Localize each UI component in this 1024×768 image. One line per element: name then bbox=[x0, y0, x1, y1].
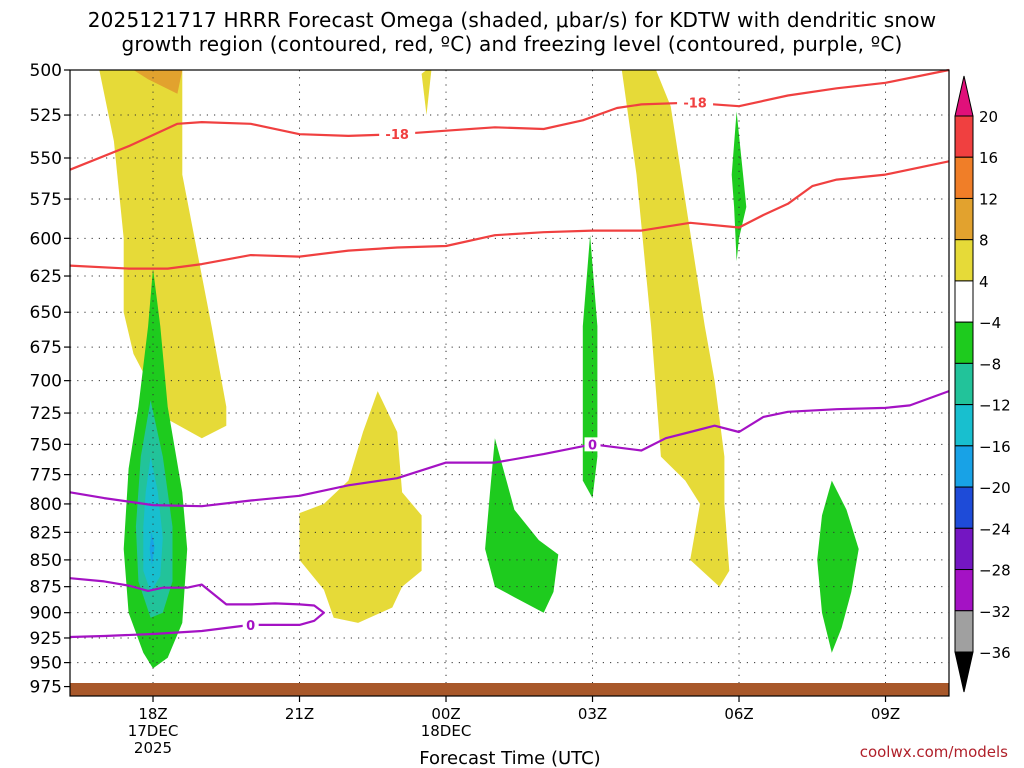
colorbar-label-2: 12 bbox=[979, 190, 998, 208]
omega-region-1 bbox=[133, 70, 183, 94]
x-tick-label-09Z: 09Z bbox=[871, 705, 900, 723]
omega-region-3 bbox=[299, 391, 422, 623]
omega-shading-layer bbox=[99, 70, 859, 669]
y-tick-label-550: 550 bbox=[30, 149, 62, 169]
x-tick-label-06Z: 06Z bbox=[724, 705, 753, 723]
contour-label-bg-0-1 bbox=[677, 95, 714, 110]
y-tick-label-525: 525 bbox=[30, 106, 62, 126]
y-tick-label-600: 600 bbox=[30, 229, 62, 249]
contour-line-3 bbox=[69, 577, 325, 639]
colorbar-bin-12 bbox=[954, 610, 974, 653]
colorbar-label-5: −4 bbox=[979, 314, 1001, 332]
contour-label-bg-0-0 bbox=[379, 127, 416, 142]
omega-region-9 bbox=[485, 438, 559, 613]
y-tick-label-925: 925 bbox=[30, 629, 62, 649]
colorbar-label-8: −16 bbox=[979, 438, 1011, 456]
y-tick-label-575: 575 bbox=[30, 190, 62, 210]
colorbar-label-6: −8 bbox=[979, 355, 1001, 373]
colorbar-label-0: 20 bbox=[979, 108, 998, 126]
y-tick-label-500: 500 bbox=[30, 61, 62, 81]
colorbar-bin-10 bbox=[954, 527, 974, 571]
x-tick-year-18Z: 2025 bbox=[134, 739, 172, 757]
y-tick-label-650: 650 bbox=[30, 303, 62, 323]
contour-label-2-0: 0 bbox=[588, 438, 597, 453]
omega-region-2 bbox=[421, 70, 432, 115]
omega-region-10 bbox=[582, 235, 598, 499]
ground-terrain-band bbox=[70, 683, 949, 696]
colorbar-bottom-arrow bbox=[954, 651, 974, 693]
colorbar-bin-8 bbox=[954, 445, 974, 488]
chart-title-line-1: 2025121717 HRRR Forecast Omega (shaded, … bbox=[87, 8, 937, 32]
y-axis: 500 525 550 575 600 625 650 675 700 725 750 775 800 8… bbox=[30, 61, 70, 698]
colorbar-bin-2 bbox=[954, 197, 974, 241]
colorbar-bin-4 bbox=[954, 280, 974, 323]
colorbar-bin-3 bbox=[954, 239, 974, 282]
colorbar-label-3: 8 bbox=[979, 232, 989, 250]
contour-label-bg-3-0 bbox=[242, 617, 259, 632]
colorbar-label-9: −20 bbox=[979, 479, 1011, 497]
contour-label-bg-2-0 bbox=[584, 437, 601, 452]
colorbar-bin-5 bbox=[954, 321, 974, 364]
colorbar-bin-9 bbox=[954, 486, 974, 529]
colorbar-label-7: −12 bbox=[979, 397, 1011, 415]
y-tick-label-700: 700 bbox=[30, 372, 62, 392]
y-tick-label-625: 625 bbox=[30, 267, 62, 287]
contour-label-3-0: 0 bbox=[246, 619, 255, 634]
x-tick-label-21Z: 21Z bbox=[285, 705, 314, 723]
x-tick-date-18Z: 17DEC bbox=[128, 722, 179, 740]
colorbar-bin-7 bbox=[954, 404, 974, 447]
y-tick-label-800: 800 bbox=[30, 495, 62, 515]
x-tick-label-18Z: 18Z bbox=[138, 705, 167, 723]
colorbar-bin-11 bbox=[954, 569, 974, 612]
colorbar-bin-6 bbox=[954, 362, 974, 406]
colorbar-label-13: −36 bbox=[979, 644, 1011, 662]
chart-title-line-2: growth region (contoured, red, ºC) and f… bbox=[121, 32, 903, 56]
y-tick-label-850: 850 bbox=[30, 551, 62, 571]
contour-line-0 bbox=[69, 68, 950, 171]
colorbar-label-10: −24 bbox=[979, 520, 1011, 538]
colorbar-label-1: 16 bbox=[979, 149, 998, 167]
colorbar-label-4: 4 bbox=[979, 273, 989, 291]
contour-line-1 bbox=[69, 160, 950, 270]
x-tick-date-00Z: 18DEC bbox=[421, 722, 472, 740]
y-tick-label-975: 975 bbox=[30, 678, 62, 698]
omega-region-0 bbox=[99, 70, 227, 439]
omega-region-12 bbox=[817, 480, 859, 653]
y-tick-label-825: 825 bbox=[30, 523, 62, 543]
colorbar-top-arrow bbox=[954, 75, 974, 117]
colorbar-bin-0 bbox=[954, 115, 974, 158]
plot-frame bbox=[69, 69, 950, 697]
contour-layer: -18 -18 0 0 bbox=[69, 68, 950, 639]
omega-region-4 bbox=[621, 70, 730, 587]
colorbar-label-12: −32 bbox=[979, 603, 1011, 621]
x-tick-label-00Z: 00Z bbox=[431, 705, 460, 723]
y-tick-label-775: 775 bbox=[30, 466, 62, 486]
y-tick-label-750: 750 bbox=[30, 435, 62, 455]
chart-title: 2025121717 HRRR Forecast Omega (shaded, … bbox=[0, 8, 1024, 56]
colorbar-label-11: −28 bbox=[979, 562, 1011, 580]
omega-region-8 bbox=[149, 532, 155, 566]
y-tick-label-725: 725 bbox=[30, 404, 62, 424]
x-axis-title: Forecast Time (UTC) bbox=[419, 748, 600, 768]
y-tick-label-900: 900 bbox=[30, 604, 62, 624]
colorbar-bin-1 bbox=[954, 156, 974, 199]
contour-label-0-1: -18 bbox=[683, 97, 707, 112]
y-tick-label-875: 875 bbox=[30, 578, 62, 598]
colorbar-legend: 20 16 12 8 4 −4 −8 −12 −16 −20 −24 −28 −32 −36 bbox=[954, 75, 1011, 693]
contour-label-0-0: -18 bbox=[385, 128, 409, 143]
y-tick-label-675: 675 bbox=[30, 338, 62, 358]
source-credit: coolwx.com/models bbox=[859, 743, 1008, 761]
x-tick-label-03Z: 03Z bbox=[578, 705, 607, 723]
y-tick-label-950: 950 bbox=[30, 654, 62, 674]
